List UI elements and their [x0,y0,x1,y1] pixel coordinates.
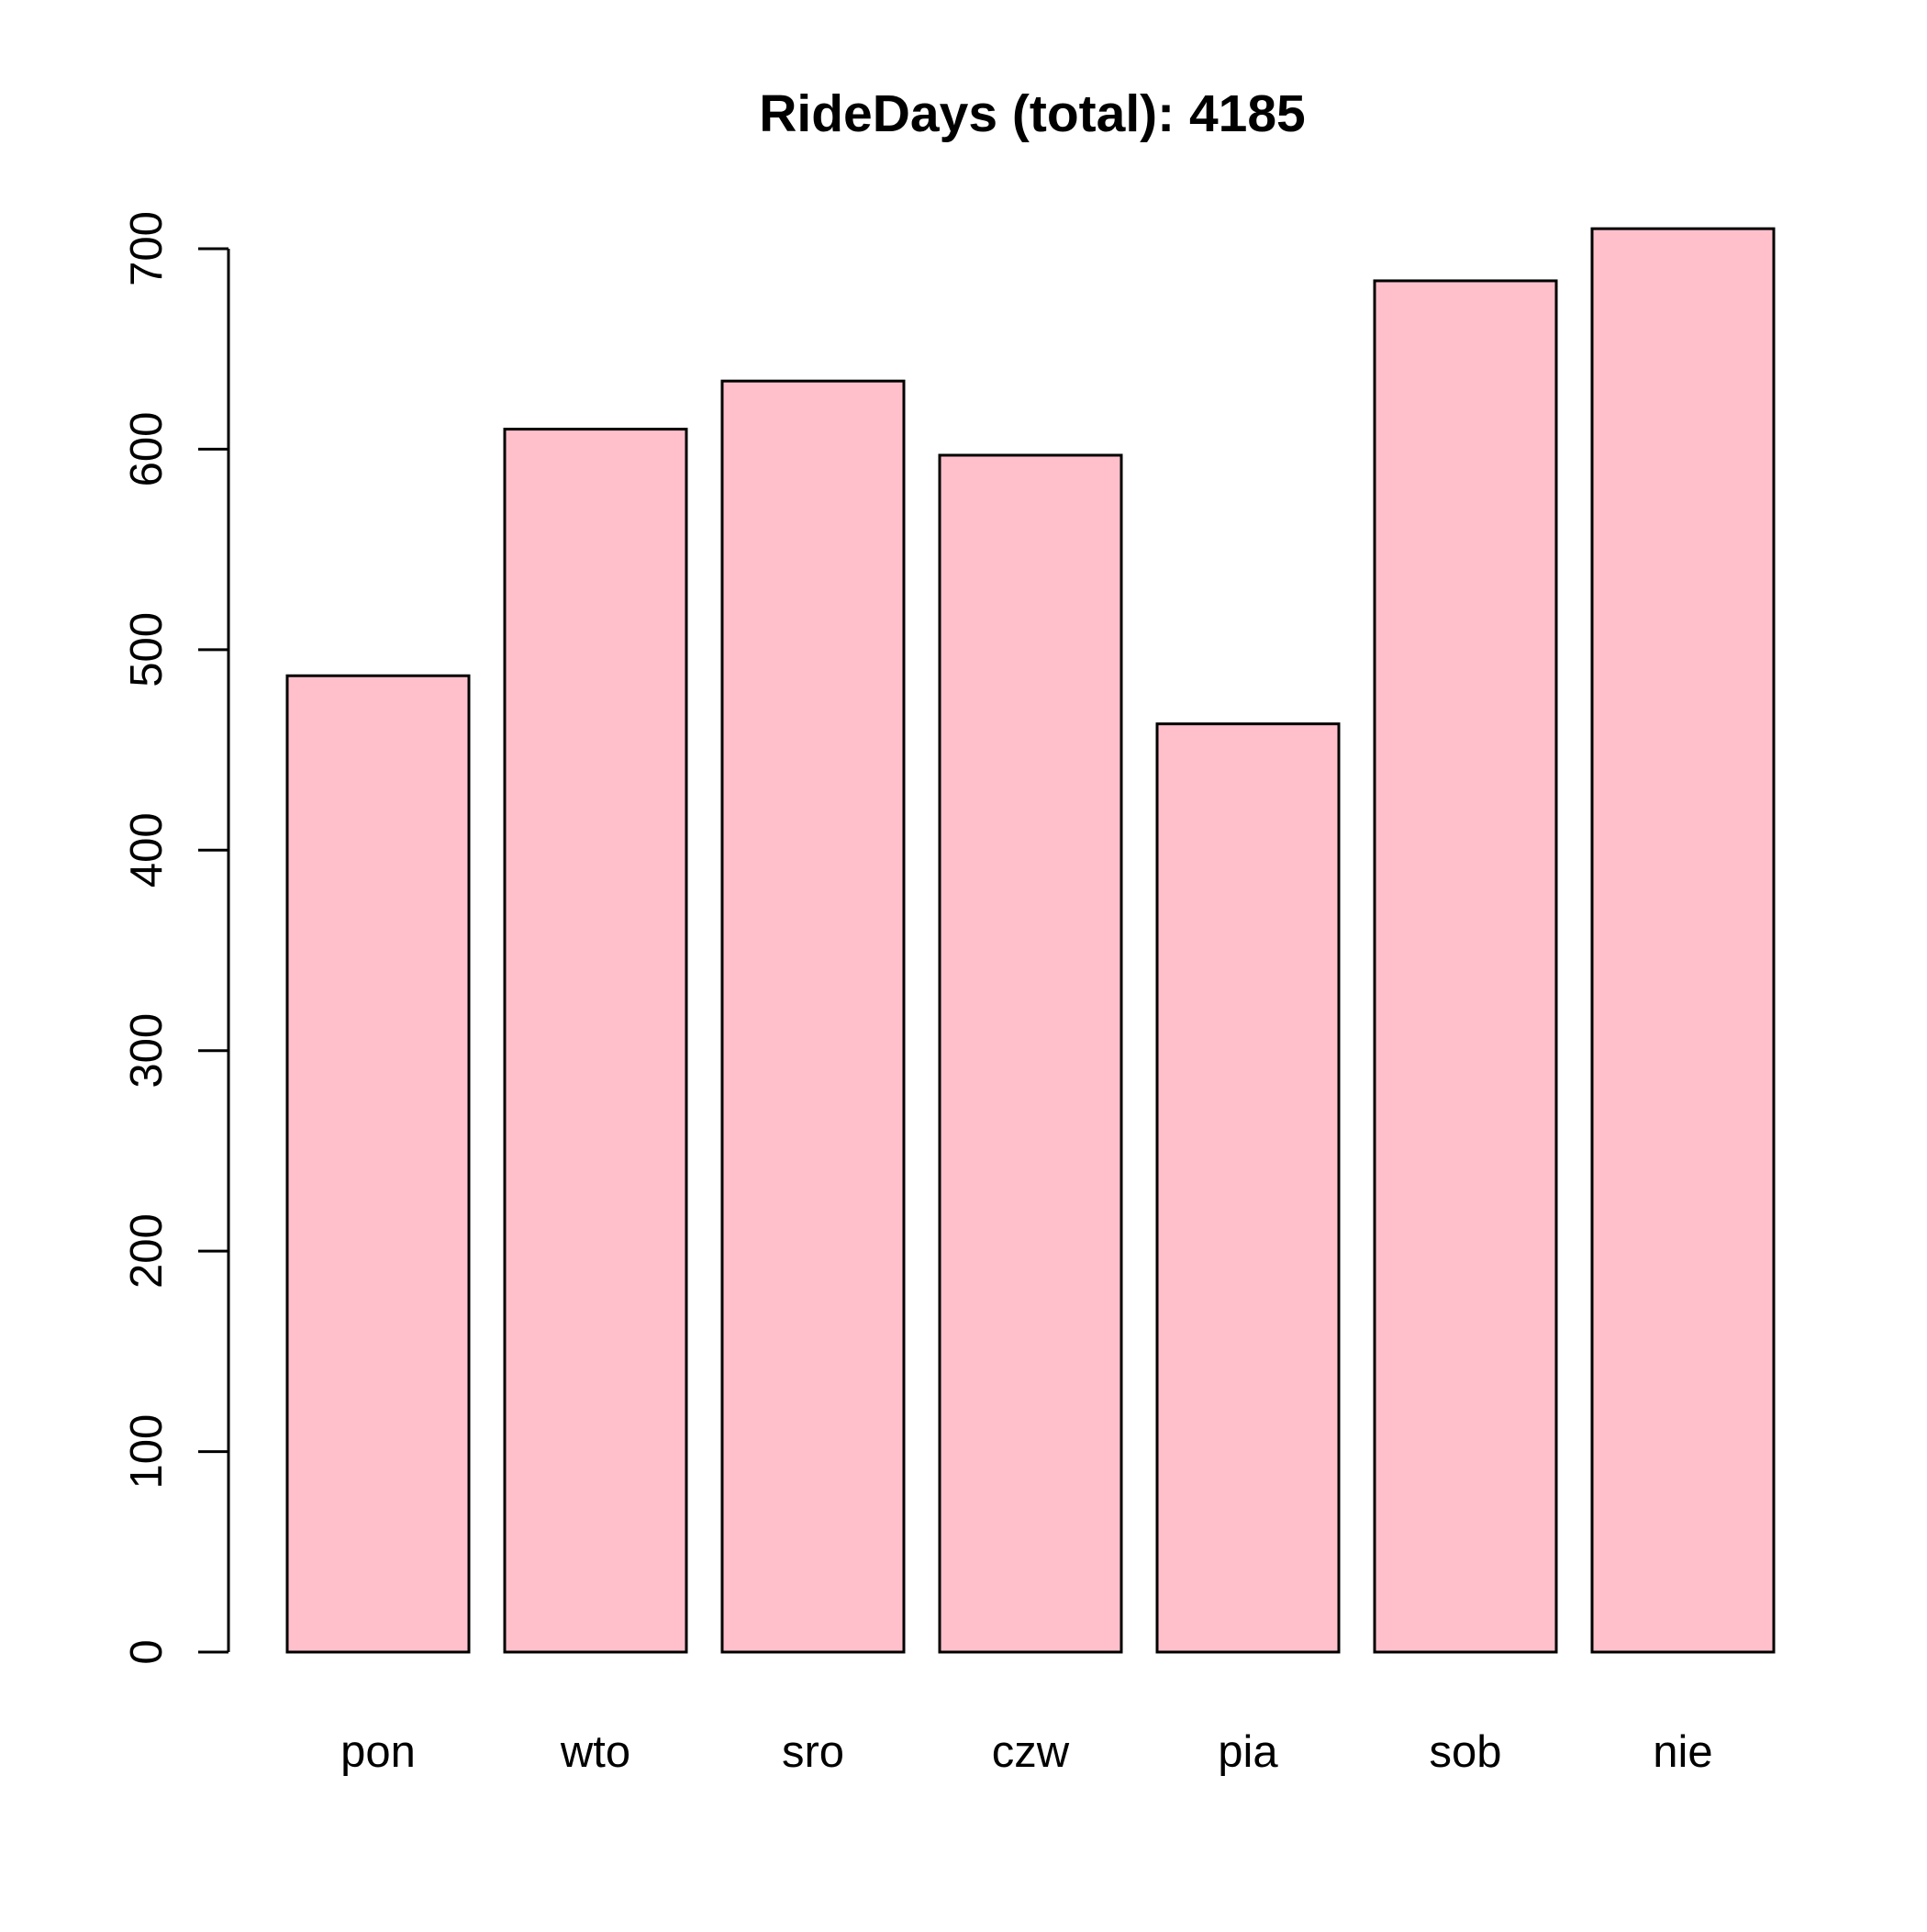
x-category-label: sob [1429,1727,1501,1777]
y-tick-label: 300 [122,1013,172,1089]
y-axis: 0 100 200 300 400 500 600 700 [122,211,230,1665]
x-category-label: czw [992,1727,1070,1777]
y-tick-label: 700 [122,211,172,286]
bar-wto [503,428,688,1654]
y-tick-label: 500 [122,612,172,687]
x-category-label: nie [1653,1727,1712,1777]
y-tick-label: 100 [122,1414,172,1490]
bar-pon [285,674,471,1654]
y-tick-label: 400 [122,812,172,888]
y-tick-label: 0 [122,1639,172,1664]
x-category-label: pia [1218,1727,1278,1777]
bar-nie [1590,227,1776,1654]
bar-sob [1373,279,1558,1654]
y-tick-label: 600 [122,412,172,487]
bar-sro [720,379,906,1654]
x-category-label: pon [340,1727,416,1777]
bars [285,227,1776,1654]
bar-pia [1155,722,1341,1654]
x-category-label: sro [782,1727,844,1777]
chart-title: RideDays (total): 4185 [759,84,1306,143]
x-axis-labels: pon wto sro czw pia sob nie [340,1727,1713,1777]
x-category-label: wto [560,1727,630,1777]
bar-czw [938,453,1123,1654]
y-tick-label: 200 [122,1213,172,1289]
